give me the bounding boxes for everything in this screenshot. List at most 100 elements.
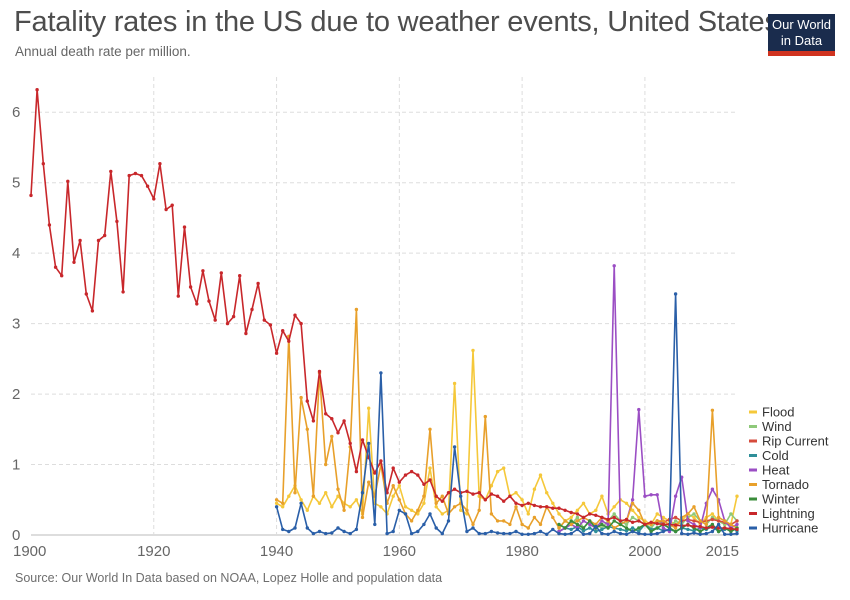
data-point[interactable] [324,491,328,495]
data-point[interactable] [238,274,242,278]
data-point[interactable] [287,339,291,343]
data-point[interactable] [477,531,481,536]
data-point[interactable] [397,484,401,488]
data-point[interactable] [618,527,623,532]
data-point[interactable] [391,466,395,470]
data-point[interactable] [434,494,438,498]
data-point[interactable] [557,506,561,510]
data-point[interactable] [600,519,604,523]
data-point[interactable] [330,531,334,535]
data-point[interactable] [710,525,715,529]
data-point[interactable] [673,529,678,534]
data-point[interactable] [268,323,273,327]
data-point[interactable] [317,501,322,505]
data-point[interactable] [367,406,371,410]
data-point[interactable] [96,238,101,243]
data-point[interactable] [391,484,395,488]
data-point[interactable] [538,529,543,534]
data-point[interactable] [630,498,635,502]
data-point[interactable] [281,505,285,509]
data-point[interactable] [686,532,690,536]
data-point[interactable] [379,505,383,509]
data-point[interactable] [348,441,352,446]
data-point[interactable] [569,531,573,536]
data-point[interactable] [502,466,506,470]
data-point[interactable] [354,469,359,474]
data-point[interactable] [373,522,377,527]
data-point[interactable] [630,526,635,530]
data-point[interactable] [735,531,739,536]
data-point[interactable] [569,515,573,520]
data-point[interactable] [698,524,702,529]
data-point[interactable] [661,526,665,530]
data-point[interactable] [452,487,457,491]
data-point[interactable] [692,515,696,520]
data-point[interactable] [373,471,377,475]
data-point[interactable] [274,351,279,355]
data-point[interactable] [47,223,52,227]
data-point[interactable] [673,523,678,527]
data-point[interactable] [336,487,340,491]
data-point[interactable] [704,526,708,530]
data-point[interactable] [594,513,598,517]
data-point[interactable] [545,491,549,495]
data-point[interactable] [581,519,586,523]
data-point[interactable] [440,494,444,498]
data-point[interactable] [624,501,629,505]
data-point[interactable] [600,531,604,536]
data-point[interactable] [508,494,512,498]
data-point[interactable] [716,522,721,527]
data-point[interactable] [195,302,199,306]
data-point[interactable] [563,519,567,523]
series-heat[interactable] [557,264,739,534]
data-point[interactable] [495,519,500,523]
data-point[interactable] [520,522,524,527]
data-point[interactable] [673,494,678,498]
data-point[interactable] [391,529,395,534]
owid-logo[interactable]: Our World in Data [768,14,835,56]
data-point[interactable] [655,526,659,530]
data-point[interactable] [287,494,291,498]
data-point[interactable] [115,219,119,224]
data-point[interactable] [188,285,193,289]
data-point[interactable] [723,532,727,536]
data-point[interactable] [459,508,463,512]
data-point[interactable] [686,512,690,516]
data-point[interactable] [545,505,549,509]
legend-item-winter[interactable]: Winter [749,492,800,507]
data-point[interactable] [201,269,205,273]
series-line[interactable] [275,293,738,536]
data-point[interactable] [557,522,561,527]
data-point[interactable] [397,508,401,512]
data-point[interactable] [379,459,383,463]
data-point[interactable] [109,169,113,174]
data-point[interactable] [367,441,371,446]
data-point[interactable] [637,526,641,530]
data-point[interactable] [324,412,328,416]
data-point[interactable] [465,489,469,493]
data-point[interactable] [637,519,641,523]
series-lightning[interactable] [29,88,739,532]
data-point[interactable] [207,299,211,303]
data-point[interactable] [575,508,580,512]
data-point[interactable] [145,184,150,188]
data-point[interactable] [649,493,653,497]
data-point[interactable] [502,499,506,503]
data-point[interactable] [606,532,610,536]
data-point[interactable] [336,526,340,530]
data-point[interactable] [680,531,684,536]
data-point[interactable] [244,331,248,336]
data-point[interactable] [692,519,696,523]
data-point[interactable] [293,491,297,495]
data-point[interactable] [698,519,702,523]
data-point[interactable] [281,329,285,333]
data-point[interactable] [649,529,653,534]
data-point[interactable] [489,512,494,516]
data-point[interactable] [594,524,598,529]
data-point[interactable] [103,233,107,238]
data-point[interactable] [569,522,573,527]
data-point[interactable] [409,469,414,474]
data-point[interactable] [416,508,420,512]
data-point[interactable] [716,529,721,534]
legend-item-heat[interactable]: Heat [749,463,790,478]
